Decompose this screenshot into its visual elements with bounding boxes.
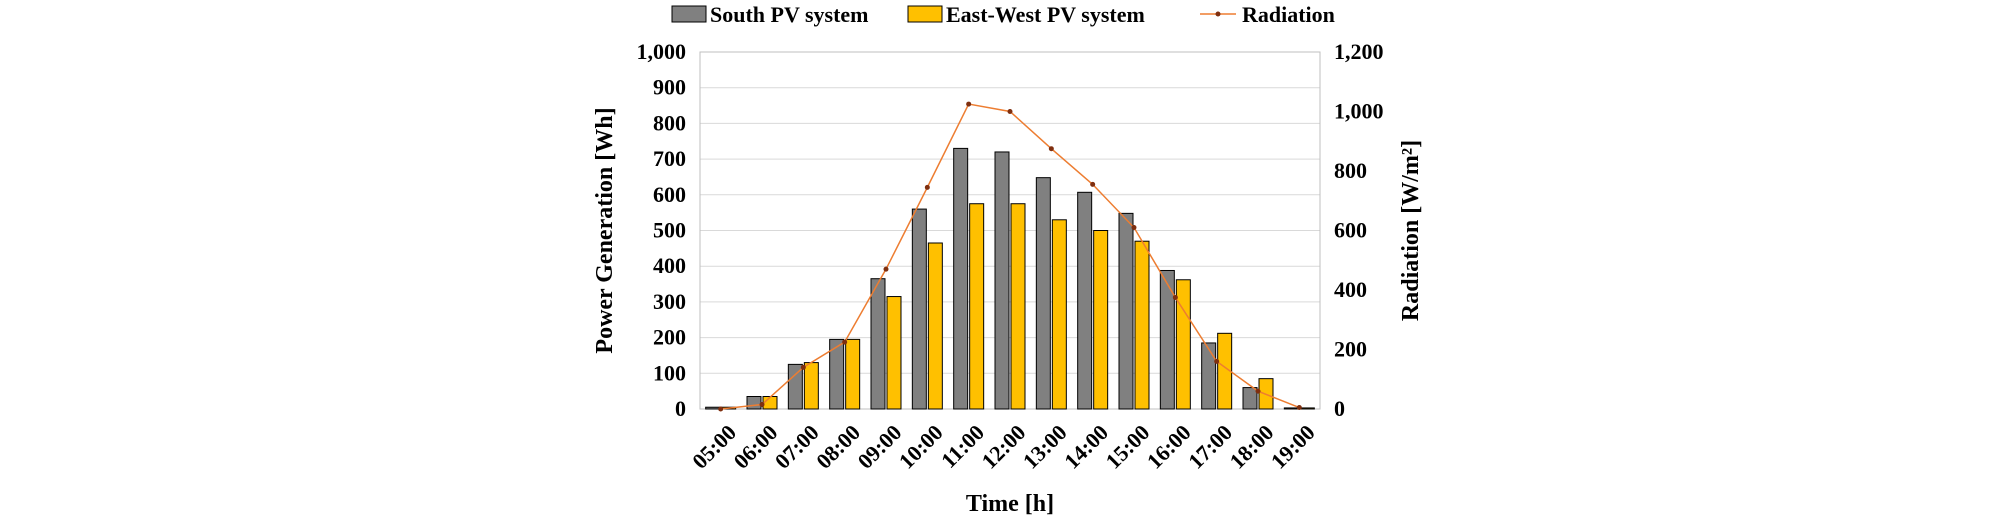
x-tick-label: 10:00: [894, 420, 948, 474]
x-tick-label: 13:00: [1018, 420, 1072, 474]
right-tick-label: 800: [1334, 158, 1367, 183]
left-axis-ticks: 0 100 200 300 400 500 600 700 800 900 1,000: [637, 39, 687, 421]
right-tick-label: 1,000: [1334, 99, 1384, 124]
radiation-point: [883, 266, 889, 272]
south-pv-bar: [994, 151, 1010, 410]
east-west-pv-bar: [1134, 240, 1150, 410]
x-tick-label: 16:00: [1142, 420, 1196, 474]
radiation-point: [1090, 181, 1096, 187]
south-pv-bar: [1118, 212, 1134, 410]
left-tick-label: 300: [653, 289, 686, 314]
east-west-pv-bar: [1299, 407, 1315, 410]
radiation-point: [800, 364, 806, 370]
x-tick-label: 18:00: [1224, 420, 1278, 474]
radiation-line-series: [718, 101, 1302, 412]
east-west-pv-bar: [1175, 279, 1191, 410]
radiation-point: [1255, 388, 1261, 394]
south-pv-bar: [911, 208, 927, 410]
legend-marker-radiation: [1215, 11, 1221, 17]
gridlines: [700, 87, 1320, 374]
east-west-pv-bar: [1051, 219, 1067, 410]
left-tick-label: 1,000: [637, 39, 687, 64]
left-tick-label: 900: [653, 75, 686, 100]
south-pv-bar: [787, 363, 803, 410]
right-tick-label: 0: [1334, 396, 1345, 421]
legend: South PV system East-West PV system Radiat…: [671, 2, 1335, 27]
radiation-point: [924, 184, 930, 190]
right-tick-label: 600: [1334, 218, 1367, 243]
south-pv-bar: [1159, 269, 1175, 410]
radiation-point: [718, 406, 724, 412]
x-tick-label: 07:00: [770, 420, 824, 474]
south-pv-bar: [1077, 191, 1093, 410]
x-tick-label: 17:00: [1183, 420, 1237, 474]
radiation-point: [966, 101, 972, 107]
south-pv-bar: [705, 406, 721, 410]
x-tick-label: 05:00: [687, 420, 741, 474]
east-west-pv-bar: [1093, 230, 1109, 410]
right-tick-label: 400: [1334, 277, 1367, 302]
south-pv-bar: [953, 147, 969, 410]
radiation-point: [1131, 225, 1137, 231]
left-tick-label: 100: [653, 360, 686, 385]
plot-area: [699, 51, 1321, 410]
south-pv-bar: [746, 396, 762, 410]
east-west-pv-bar: [886, 296, 902, 410]
left-tick-label: 200: [653, 325, 686, 350]
east-west-pv-bar: [845, 338, 861, 410]
radiation-point: [1296, 405, 1302, 411]
left-tick-label: 700: [653, 146, 686, 171]
y-axis-title: Power Generation [Wh]: [592, 107, 618, 353]
x-tick-label: 11:00: [936, 420, 989, 473]
east-west-pv-bar: [803, 362, 819, 410]
radiation-point: [1214, 358, 1220, 364]
legend-swatch-south-pv: [671, 5, 707, 23]
legend-label-east-west-pv: East-West PV system: [946, 2, 1145, 27]
east-west-pv-bar: [1010, 203, 1026, 410]
south-pv-bar: [829, 338, 845, 410]
x-tick-label: 08:00: [811, 420, 865, 474]
east-west-pv-bar: [927, 242, 943, 410]
legend-label-radiation: Radiation: [1242, 2, 1335, 27]
legend-swatch-east-west-pv: [907, 5, 943, 23]
right-axis-ticks: 0 200 400 600 800 1,000 1,200: [1334, 39, 1384, 421]
east-west-pv-bar: [1217, 332, 1233, 410]
left-tick-label: 500: [653, 218, 686, 243]
bar-series: [705, 147, 1315, 410]
south-pv-bar: [1035, 177, 1051, 410]
south-pv-bar: [870, 278, 886, 410]
left-tick-label: 0: [675, 396, 686, 421]
radiation-point: [1007, 109, 1013, 114]
east-west-pv-bar: [969, 203, 985, 410]
x-tick-label: 14:00: [1059, 420, 1113, 474]
x-tick-label: 09:00: [852, 420, 906, 474]
x-tick-label: 19:00: [1266, 420, 1320, 474]
south-pv-bar: [1201, 342, 1217, 410]
left-tick-label: 400: [653, 253, 686, 278]
x-tick-label: 06:00: [728, 420, 782, 474]
x-tick-label: 12:00: [976, 420, 1030, 474]
legend-label-south-pv: South PV system: [710, 2, 869, 27]
left-tick-label: 600: [653, 182, 686, 207]
right-tick-label: 1,200: [1334, 39, 1384, 64]
south-pv-bar: [1283, 407, 1299, 410]
left-tick-label: 800: [653, 110, 686, 135]
y2-axis-title: Radiation [W/m²]: [1398, 140, 1424, 321]
radiation-point: [842, 339, 848, 345]
x-tick-label: 15:00: [1100, 420, 1154, 474]
radiation-point: [759, 402, 765, 408]
x-axis-ticks: 05:0006:0007:0008:0009:0010:0011:0012:00…: [687, 420, 1320, 474]
south-pv-bar: [1242, 387, 1258, 410]
right-tick-label: 200: [1334, 337, 1367, 362]
radiation-point: [1048, 146, 1054, 152]
x-axis-title: Time [h]: [966, 491, 1054, 517]
radiation-point: [1172, 294, 1178, 300]
